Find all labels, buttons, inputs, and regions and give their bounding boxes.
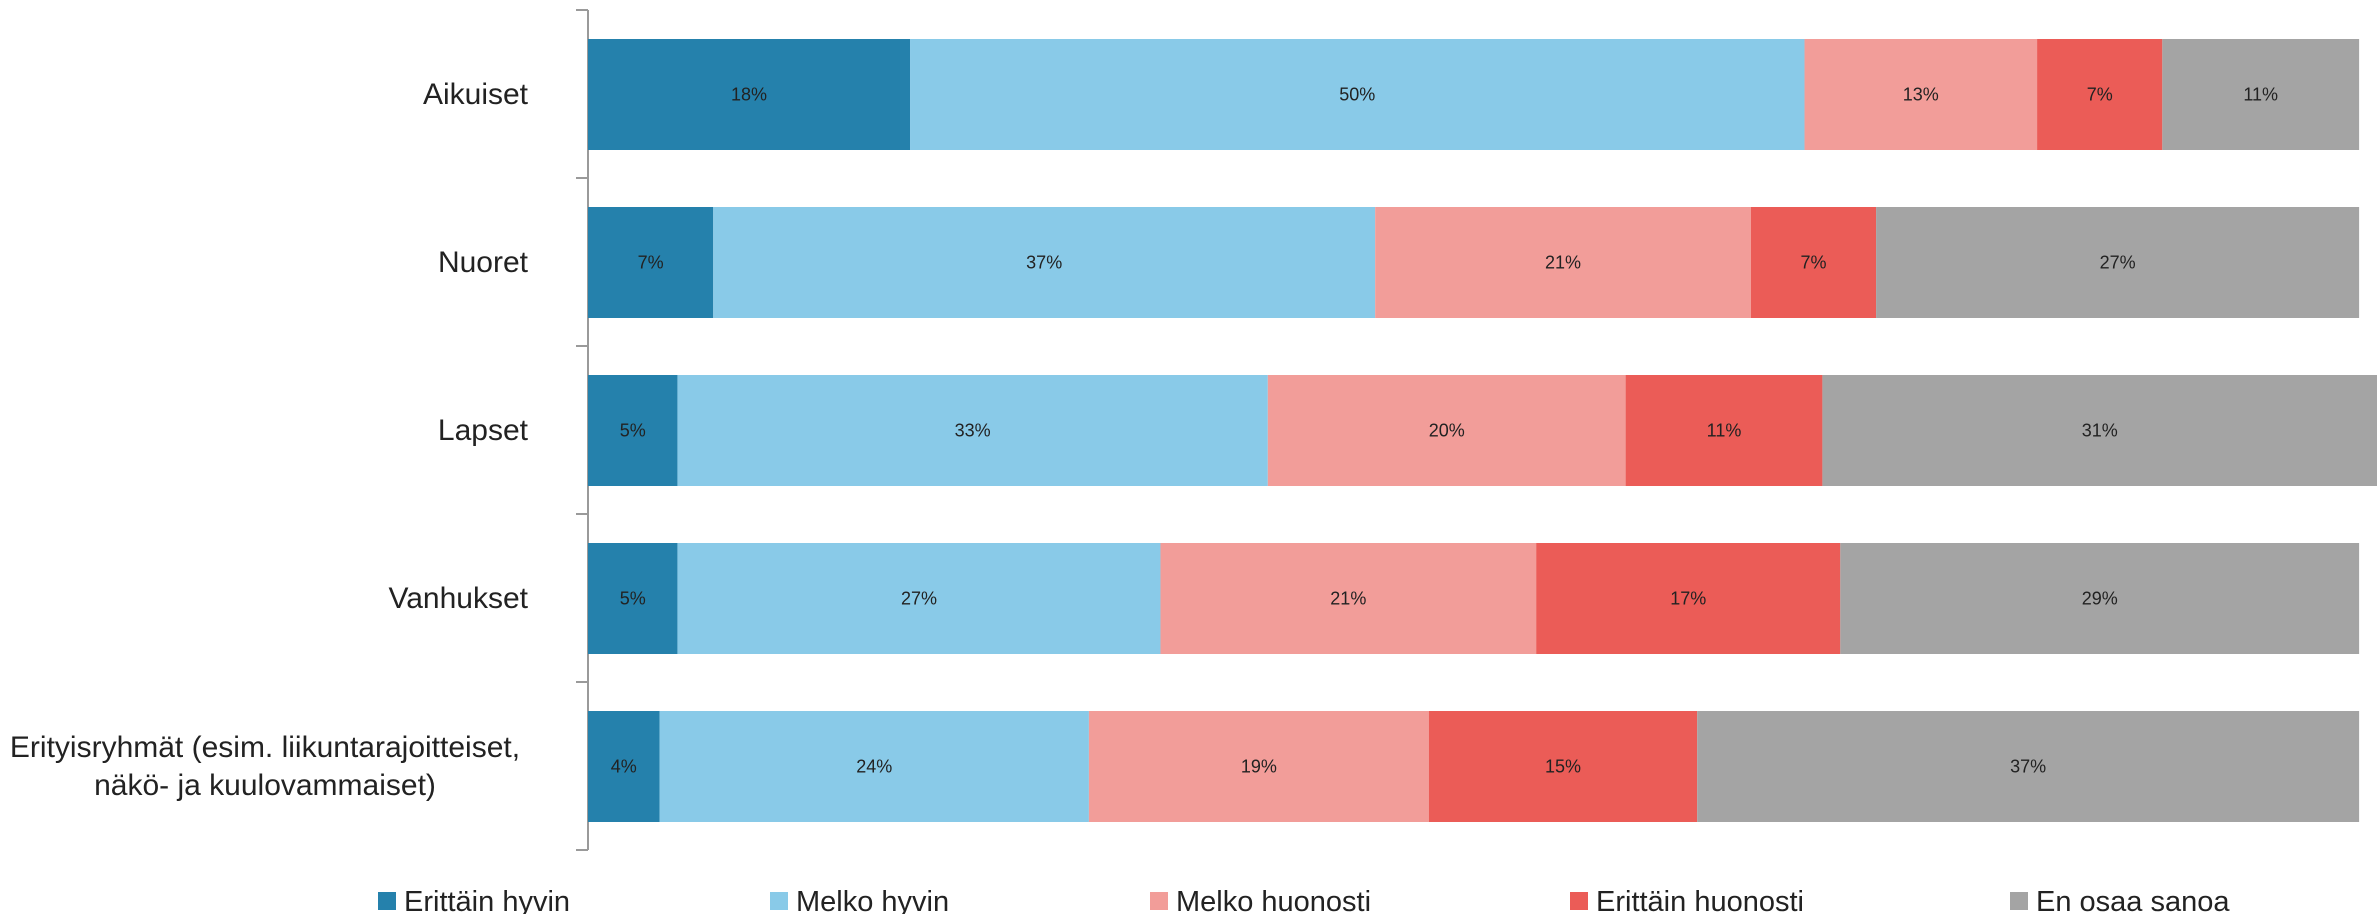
- bar-melko-hyvin-3: [677, 543, 1161, 654]
- category-label-0: Aikuiset: [423, 78, 529, 111]
- legend-swatch-erittain-hyvin: [378, 892, 396, 910]
- data-label: 11%: [2243, 85, 2278, 105]
- category-label-3: Vanhukset: [388, 582, 528, 615]
- bar-erittain-huonosti-0: [2037, 39, 2163, 150]
- bar-en-osaa-sanoa-1: [1876, 207, 2360, 318]
- data-label: 29%: [2082, 589, 2118, 609]
- legend-label-erittain-huonosti: Erittäin huonosti: [1596, 886, 1804, 914]
- legend-swatch-en-osaa-sanoa: [2010, 892, 2028, 910]
- data-label: 7%: [638, 253, 664, 273]
- bar-melko-huonosti-0: [1804, 39, 2038, 150]
- bar-erittain-huonosti-3: [1536, 543, 1841, 654]
- data-label: 5%: [620, 589, 646, 609]
- bar-erittain-hyvin-3: [588, 543, 678, 654]
- category-label-4: Erityisryhmät (esim. liikuntarajoitteise…: [10, 731, 520, 802]
- data-label: 21%: [1330, 589, 1366, 609]
- bar-melko-hyvin-2: [677, 375, 1268, 486]
- bar-melko-huonosti-4: [1088, 711, 1429, 822]
- data-label: 7%: [2087, 85, 2113, 105]
- bar-erittain-huonosti-4: [1428, 711, 1698, 822]
- data-label: 7%: [1800, 253, 1826, 273]
- bar-melko-huonosti-1: [1375, 207, 1751, 318]
- bar-erittain-hyvin-0: [588, 39, 911, 150]
- bars-group: 18% 50% 13% 7% 11% 7% 37% 21% 7% 27% 5% 33% 20% 11% 31…: [588, 39, 2377, 822]
- data-label: 17%: [1670, 589, 1706, 609]
- data-label: 21%: [1545, 253, 1581, 273]
- legend-swatch-melko-hyvin: [770, 892, 788, 910]
- category-label-1: Nuoret: [438, 246, 529, 279]
- legend-swatch-melko-huonosti: [1150, 892, 1168, 910]
- data-label: 37%: [1026, 253, 1062, 273]
- data-label: 20%: [1429, 421, 1465, 441]
- bar-erittain-hyvin-4: [588, 711, 660, 822]
- bar-melko-hyvin-0: [910, 39, 1805, 150]
- legend-label-erittain-hyvin: Erittäin hyvin: [404, 886, 570, 914]
- data-label: 31%: [2082, 421, 2118, 441]
- bar-erittain-huonosti-2: [1625, 375, 1823, 486]
- bar-erittain-hyvin-2: [588, 375, 678, 486]
- bar-en-osaa-sanoa-3: [1840, 543, 2360, 654]
- bar-melko-huonosti-2: [1267, 375, 1626, 486]
- data-label: 18%: [731, 85, 767, 105]
- data-label: 37%: [2010, 757, 2046, 777]
- data-label: 50%: [1339, 85, 1375, 105]
- data-label: 19%: [1241, 757, 1277, 777]
- data-label: 33%: [955, 421, 991, 441]
- legend-label-melko-hyvin: Melko hyvin: [796, 886, 949, 914]
- data-label: 5%: [620, 421, 646, 441]
- data-label: 13%: [1903, 85, 1939, 105]
- data-label: 27%: [901, 589, 937, 609]
- data-label: 24%: [856, 757, 892, 777]
- bar-en-osaa-sanoa-0: [2162, 39, 2360, 150]
- axis-ticks: [576, 9, 588, 851]
- bar-melko-huonosti-3: [1160, 543, 1537, 654]
- bar-en-osaa-sanoa-2: [1822, 375, 2377, 486]
- legend: Erittäin hyvin Melko hyvin Melko huonosti E…: [378, 886, 2230, 914]
- data-label: 15%: [1545, 757, 1581, 777]
- legend-label-en-osaa-sanoa: En osaa sanoa: [2036, 886, 2230, 914]
- category-label-2: Lapset: [438, 414, 529, 447]
- bar-melko-hyvin-1: [713, 207, 1376, 318]
- bar-en-osaa-sanoa-4: [1697, 711, 2360, 822]
- bar-erittain-huonosti-1: [1750, 207, 1877, 318]
- data-label: 11%: [1707, 421, 1742, 441]
- data-label: 4%: [611, 757, 637, 777]
- category-labels: Aikuiset Nuoret Lapset Vanhukset Erityisryhm…: [10, 78, 529, 802]
- bar-erittain-hyvin-1: [588, 207, 714, 318]
- legend-label-melko-huonosti: Melko huonosti: [1176, 886, 1371, 914]
- data-label: 27%: [2100, 253, 2136, 273]
- bar-melko-hyvin-4: [659, 711, 1089, 822]
- legend-swatch-erittain-huonosti: [1570, 892, 1588, 910]
